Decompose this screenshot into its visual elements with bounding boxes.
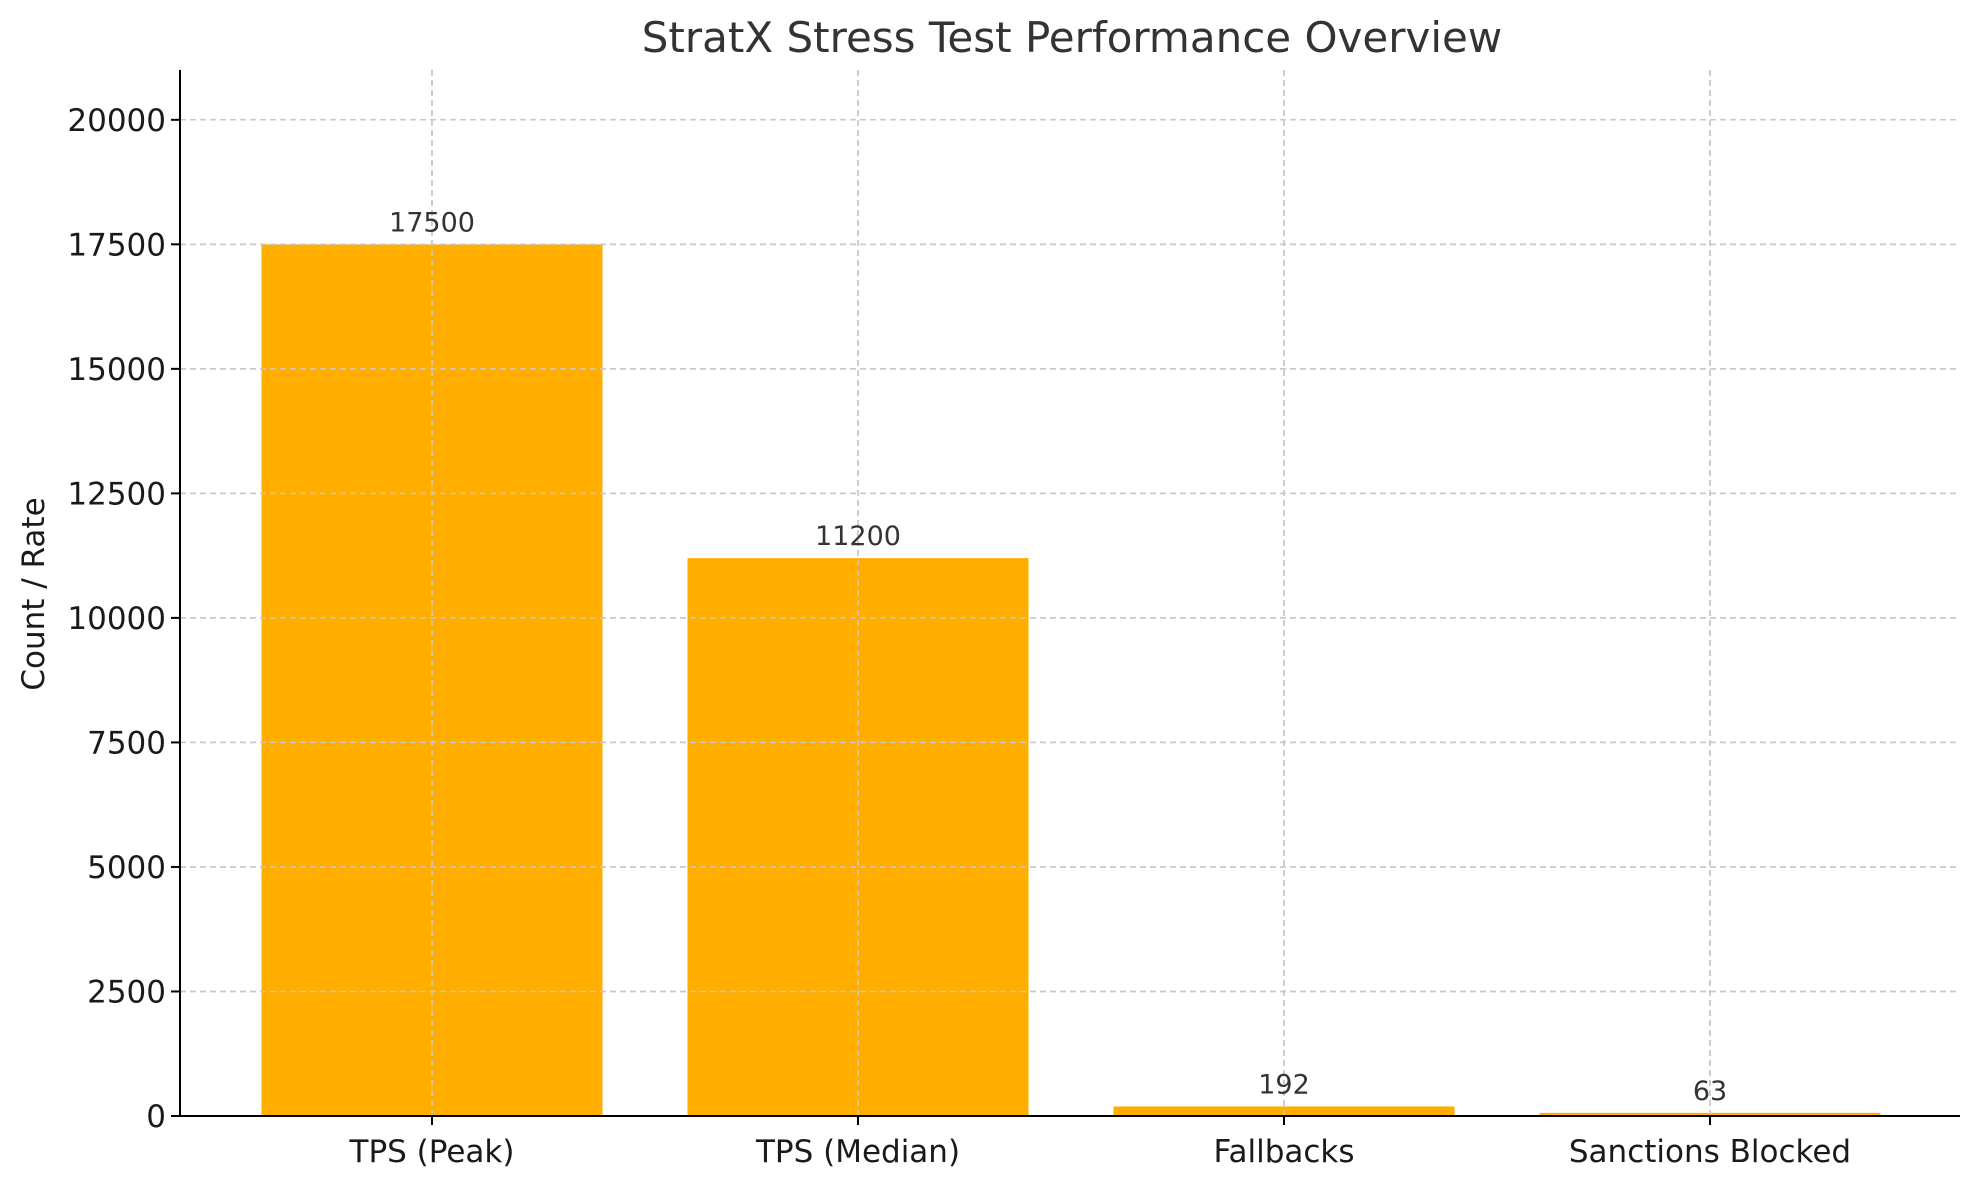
y-tick-label: 17500	[67, 227, 166, 263]
x-tick-label: TPS (Median)	[755, 1134, 960, 1170]
ticks-layer: 0 2500 5000 7500 10000 12500 15000 17500 20000 TP…	[67, 103, 1851, 1170]
y-tick-label: 12500	[67, 476, 166, 512]
chart-title: StratX Stress Test Performance Overview	[642, 13, 1502, 62]
x-tick-label: Sanctions Blocked	[1569, 1134, 1851, 1170]
y-tick-label: 20000	[67, 103, 166, 139]
y-axis-label: Count / Rate	[16, 497, 52, 690]
y-tick-label: 0	[146, 1099, 166, 1135]
x-tick-label: TPS (Peak)	[349, 1134, 515, 1170]
y-tick-label: 2500	[87, 974, 166, 1010]
bar-data-label: 63	[1693, 1076, 1727, 1107]
grid-overlay	[180, 70, 1960, 1117]
bar-data-label: 17500	[389, 207, 475, 238]
x-tick-label: Fallbacks	[1213, 1134, 1354, 1170]
bar-data-label: 192	[1258, 1069, 1310, 1100]
y-tick-label: 5000	[87, 850, 166, 886]
y-tick-label: 10000	[67, 601, 166, 637]
y-tick-label: 15000	[67, 352, 166, 388]
bars-layer	[261, 244, 1881, 1117]
y-tick-label: 7500	[87, 725, 166, 761]
bar-data-label: 11200	[815, 521, 901, 552]
data-labels-layer: 17500 11200 192 63	[389, 207, 1727, 1107]
